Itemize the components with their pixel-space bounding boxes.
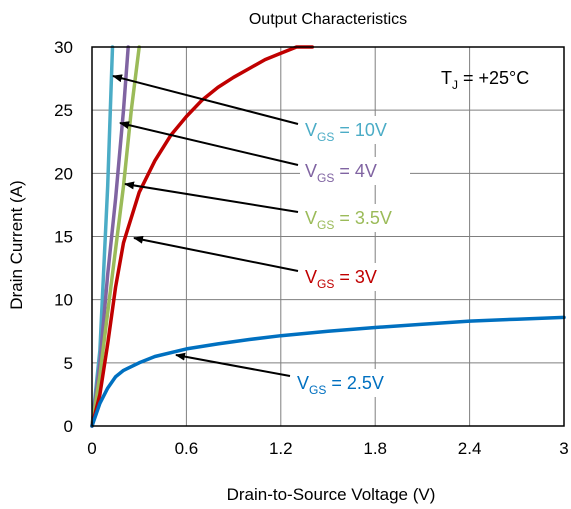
x-tick-label: 3 xyxy=(559,439,568,458)
callout-arrow xyxy=(133,235,299,272)
annotation-layer: VGS = 10V VGS = 4V VGS = 3.5V VGS = 3V VGS =… xyxy=(112,68,529,397)
series-label-1: VGS = 10V xyxy=(305,120,387,144)
x-axis-label: Drain-to-Source Voltage (V) xyxy=(227,485,436,504)
callout-label-bg xyxy=(300,157,410,185)
x-tick-label: 1.2 xyxy=(269,439,293,458)
x-tick-label: 0.6 xyxy=(175,439,199,458)
chart-title: Output Characteristics xyxy=(249,11,407,28)
x-tick-label: 2.4 xyxy=(458,439,482,458)
callout-arrow xyxy=(124,181,299,213)
temperature-annotation: TJ = +25°C xyxy=(441,68,529,92)
series-layer xyxy=(90,45,566,428)
y-axis-label: Drain Current (A) xyxy=(7,180,26,309)
callout-arrow xyxy=(119,121,299,166)
x-tick-label: 0 xyxy=(87,439,96,458)
y-tick-label: 5 xyxy=(64,354,73,373)
y-tick-label: 15 xyxy=(54,228,73,247)
y-tick-label: 0 xyxy=(64,417,73,436)
series-label-5: VGS = 2.5V xyxy=(297,373,384,397)
series-label-3: VGS = 3.5V xyxy=(305,208,392,232)
callout-arrow xyxy=(112,74,299,125)
y-tick-label: 25 xyxy=(54,101,73,120)
callout-label-bg xyxy=(300,263,410,291)
series-label-4: VGS = 3V xyxy=(305,267,377,291)
x-tick-label: 1.8 xyxy=(363,439,387,458)
callout-label-bg xyxy=(292,369,427,397)
callout-label-bg xyxy=(300,116,415,144)
y-tick-label: 30 xyxy=(54,38,73,57)
y-tick-label: 20 xyxy=(54,164,73,183)
series-label-2: VGS = 4V xyxy=(305,161,377,185)
series-line-3 xyxy=(90,45,141,428)
callout-label-bg xyxy=(300,204,427,232)
callout-arrow xyxy=(175,352,291,377)
series-line-4 xyxy=(90,45,315,428)
series-line-5 xyxy=(90,315,566,428)
plot-area-frame xyxy=(91,46,565,427)
y-tick-label: 10 xyxy=(54,291,73,310)
